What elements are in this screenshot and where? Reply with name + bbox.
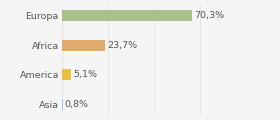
Text: 0,8%: 0,8% xyxy=(65,100,88,109)
Text: 23,7%: 23,7% xyxy=(108,41,138,50)
Text: 70,3%: 70,3% xyxy=(194,11,224,20)
Bar xyxy=(62,39,105,51)
Bar xyxy=(62,99,63,110)
Bar xyxy=(62,69,71,81)
Text: 5,1%: 5,1% xyxy=(73,70,97,79)
Bar xyxy=(62,10,192,21)
